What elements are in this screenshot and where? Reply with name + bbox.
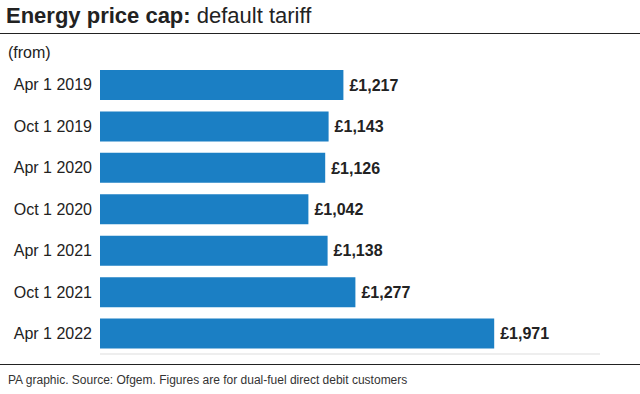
svg-text:Oct 1 2019: Oct 1 2019: [14, 118, 92, 135]
svg-text:Apr 1 2022: Apr 1 2022: [14, 325, 92, 342]
html-text:Energy price cap: default tari: Energy price cap: default tariff: [6, 3, 312, 28]
svg-text:Apr 1 2019: Apr 1 2019: [14, 76, 92, 93]
svg-text:£1,971: £1,971: [500, 325, 549, 342]
svg-text:Apr 1 2020: Apr 1 2020: [14, 159, 92, 176]
svg-text:Oct 1 2020: Oct 1 2020: [14, 201, 92, 218]
svg-text:Apr 1 2021: Apr 1 2021: [14, 242, 92, 259]
svg-text:£1,217: £1,217: [349, 77, 398, 94]
html-text:(from): (from): [8, 44, 51, 61]
svg-text:£1,138: £1,138: [334, 242, 383, 259]
svg-text:Oct 1 2021: Oct 1 2021: [14, 284, 92, 301]
svg-text:£1,126: £1,126: [331, 160, 380, 177]
html-text:PA graphic. Source: Ofgem. Fig: PA graphic. Source: Ofgem. Figures are f…: [8, 373, 408, 387]
svg-text:£1,042: £1,042: [314, 201, 363, 218]
svg-text:£1,143: £1,143: [335, 118, 384, 135]
svg-text:£1,277: £1,277: [361, 284, 410, 301]
